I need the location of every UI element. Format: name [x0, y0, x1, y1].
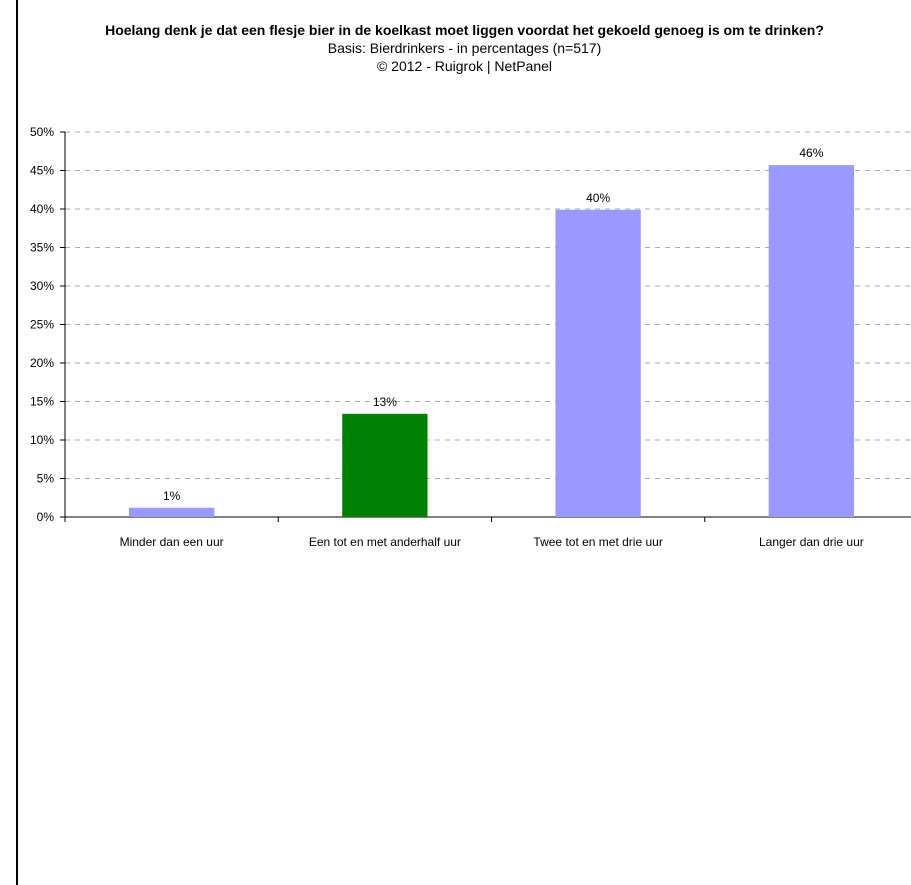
category-label: Twee tot en met drie uur [533, 535, 662, 549]
data-label: 46% [799, 146, 823, 160]
y-tick-label: 35% [30, 241, 54, 255]
left-border-line [16, 0, 18, 885]
data-label: 13% [373, 395, 397, 409]
y-tick-label: 30% [30, 279, 54, 293]
data-label: 40% [586, 191, 610, 205]
bar-2 [342, 413, 428, 517]
y-tick-label: 5% [37, 472, 55, 486]
y-tick-label: 50% [30, 125, 54, 139]
bar-4 [768, 165, 855, 518]
chart-copyright: © 2012 - Ruigrok | NetPanel [376, 58, 553, 74]
y-tick-label: 40% [30, 202, 54, 216]
category-label: Minder dan een uur [120, 535, 224, 549]
chart-titles: Hoelang denk je dat een flesje bier in d… [18, 22, 911, 75]
y-tick-label: 10% [30, 433, 54, 447]
chart-title: Hoelang denk je dat een flesje bier in d… [105, 22, 824, 38]
data-label: 1% [163, 489, 181, 503]
bar-3 [555, 209, 641, 517]
y-tick-label: 45% [30, 164, 54, 178]
category-label: Een tot en met anderhalf uur [309, 535, 461, 549]
bar-1 [128, 507, 215, 517]
category-label: Langer dan drie uur [759, 535, 864, 549]
y-tick-label: 15% [30, 395, 54, 409]
y-tick-label: 25% [30, 318, 54, 332]
chart-subtitle: Basis: Bierdrinkers - in percentages (n=… [327, 40, 602, 56]
y-tick-label: 20% [30, 356, 54, 370]
y-tick-label: 0% [37, 510, 55, 524]
